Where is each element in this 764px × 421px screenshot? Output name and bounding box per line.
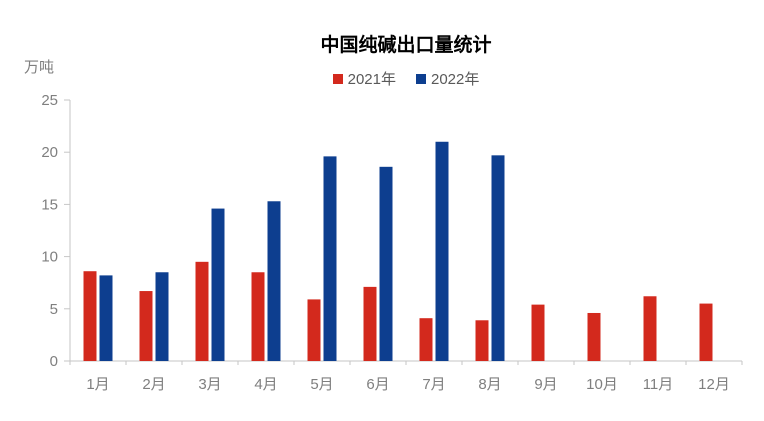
legend-item-2022: 2022年 <box>416 68 479 89</box>
bar-2021年-4月 <box>251 272 265 361</box>
legend-item-2021: 2021年 <box>332 68 396 89</box>
x-tick-label: 8月 <box>478 376 501 393</box>
bar-2022年-4月 <box>267 201 281 361</box>
y-tick-label: 20 <box>41 144 58 161</box>
y-tick-label: 5 <box>50 301 58 318</box>
x-tick-label: 6月 <box>366 376 389 393</box>
bar-2021年-5月 <box>307 299 321 361</box>
x-tick-label: 12月 <box>698 376 730 393</box>
bar-2022年-2月 <box>155 272 169 361</box>
bar-2021年-12月 <box>699 303 713 361</box>
y-tick-label: 15 <box>41 196 58 213</box>
legend-label-2022: 2022年 <box>431 71 480 88</box>
x-tick-label: 9月 <box>534 376 557 393</box>
bar-2022年-8月 <box>491 155 505 361</box>
bar-2022年-3月 <box>211 208 225 361</box>
y-tick-label: 25 <box>41 92 58 109</box>
bar-2021年-6月 <box>363 286 377 361</box>
bar-2022年-1月 <box>99 275 113 361</box>
legend-swatch-2022 <box>416 73 426 84</box>
y-tick-label: 10 <box>41 249 58 266</box>
y-axis-unit-label: 万吨 <box>24 59 55 76</box>
y-tick-label: 0 <box>50 353 58 370</box>
bar-2021年-3月 <box>195 261 209 361</box>
x-tick-label: 7月 <box>422 376 445 393</box>
x-tick-label: 3月 <box>198 376 221 393</box>
bar-2022年-7月 <box>435 141 449 361</box>
bar-2021年-2月 <box>139 291 153 361</box>
bar-2022年-5月 <box>323 156 337 361</box>
x-tick-label: 1月 <box>86 376 109 393</box>
chart-legend: 2021年 2022年 <box>70 68 742 89</box>
legend-label-2021: 2021年 <box>347 71 396 88</box>
x-tick-label: 2月 <box>142 376 165 393</box>
bar-2021年-11月 <box>643 296 657 361</box>
x-tick-label: 10月 <box>586 376 618 393</box>
bar-2021年-10月 <box>587 312 601 361</box>
chart-title: 中国纯碱出口量统计 <box>320 35 492 56</box>
bar-2021年-9月 <box>531 304 545 361</box>
bar-2021年-1月 <box>83 271 97 361</box>
legend-swatch-2021 <box>332 73 343 84</box>
bar-2021年-7月 <box>419 318 433 361</box>
bar-2022年-6月 <box>379 166 393 361</box>
x-tick-label: 4月 <box>254 376 277 393</box>
bar-2021年-8月 <box>475 320 489 361</box>
x-tick-label: 11月 <box>643 376 674 393</box>
x-tick-label: 5月 <box>310 376 333 393</box>
